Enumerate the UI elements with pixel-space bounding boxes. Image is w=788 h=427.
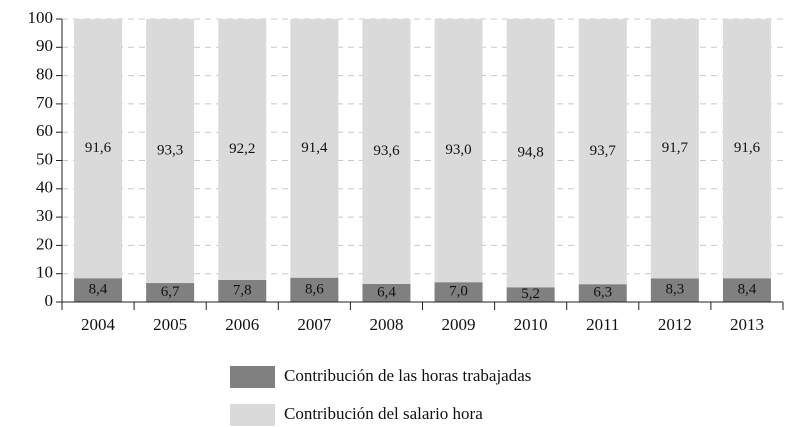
bar-segment [722,19,771,279]
y-tick-label: 0 [45,291,54,310]
x-tick-label: 2013 [730,315,764,334]
x-tick-label: 2011 [586,315,619,334]
value-label: 8,4 [738,282,757,298]
y-tick-label: 100 [28,8,54,27]
x-tick-label: 2012 [658,315,692,334]
value-label: 8,3 [665,282,684,298]
x-tick-label: 2007 [297,315,332,334]
x-tick-label: 2010 [514,315,548,334]
value-label: 91,7 [662,140,689,156]
bar-segment [578,284,627,302]
bar-segment [290,277,339,302]
y-tick-label: 20 [36,234,53,253]
value-label: 93,3 [157,142,183,158]
value-label: 6,7 [161,284,180,300]
y-tick-label: 10 [36,263,53,282]
legend-label: Contribución del salario hora [284,404,483,423]
bar-segment [362,283,411,302]
bar-segment [506,19,555,288]
y-tick-label: 60 [36,121,53,140]
bar-segment [362,19,411,284]
value-label: 93,7 [590,143,617,159]
value-label: 94,8 [518,145,544,161]
value-label: 93,0 [445,142,471,158]
bar-segment [650,278,699,302]
value-label: 7,0 [449,284,468,300]
y-tick-label: 40 [36,178,53,197]
value-label: 6,3 [593,285,612,301]
y-tick-label: 30 [36,206,53,225]
bar-segment [506,287,555,302]
y-tick-label: 90 [36,36,53,55]
bar-segment [218,19,267,280]
legend-swatch [230,404,275,426]
y-tick-label: 50 [36,149,53,168]
value-label: 8,6 [305,281,324,297]
legend-label: Contribución de las horas trabajadas [284,366,531,385]
bar-segment [146,19,195,284]
x-tick-label: 2008 [369,315,403,334]
value-label: 91,6 [85,140,112,156]
value-label: 7,8 [233,282,252,298]
bar-segment [290,19,339,278]
value-label: 5,2 [521,286,540,302]
x-tick-label: 2004 [81,315,116,334]
value-label: 6,4 [377,284,396,300]
bar-segment [578,19,627,285]
x-tick-label: 2009 [442,315,476,334]
value-label: 91,4 [301,140,328,156]
bar-segment [218,279,267,302]
bar-segment [74,19,123,279]
value-label: 93,6 [373,143,400,159]
bar-segment [722,278,771,302]
bar-segment [146,283,195,302]
bar-segment [434,19,483,283]
x-tick-label: 2006 [225,315,259,334]
value-label: 91,6 [734,140,761,156]
bar-segment [650,19,699,279]
value-label: 8,4 [89,282,108,298]
bar-segment [74,278,123,302]
y-tick-label: 70 [36,93,53,112]
legend-swatch [230,366,275,388]
x-tick-label: 2005 [153,315,187,334]
bar-segment [434,282,483,302]
value-label: 92,2 [229,141,255,157]
y-tick-label: 80 [36,65,53,84]
